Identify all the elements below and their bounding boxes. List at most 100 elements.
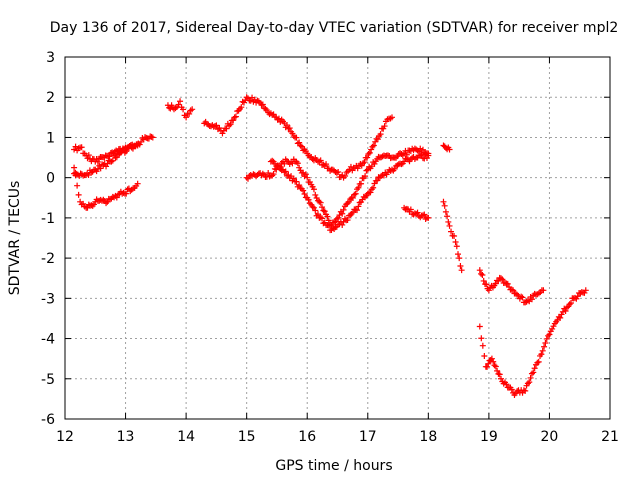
data-point-dense <box>300 187 307 194</box>
data-point <box>401 158 408 165</box>
data-point-dense <box>265 169 272 176</box>
data-point-dense <box>331 219 338 226</box>
data-point-dense <box>391 165 398 172</box>
data-point-dense <box>351 191 358 198</box>
data-point <box>540 287 547 294</box>
data-point <box>458 267 465 274</box>
data-point-dense <box>212 122 219 129</box>
data-point-dense <box>422 216 429 223</box>
y-tick-label: 2 <box>46 90 55 106</box>
data-point-dense <box>491 362 498 369</box>
data-point <box>231 114 238 121</box>
data-point <box>370 142 377 149</box>
data-point-dense <box>444 213 451 220</box>
data-point-dense <box>284 158 291 165</box>
data-point-dense <box>453 243 460 250</box>
data-point-dense <box>414 209 421 216</box>
data-point-dense <box>478 335 485 342</box>
data-point-dense <box>567 300 574 307</box>
data-point-dense <box>503 381 510 388</box>
y-tick-label: 1 <box>46 130 55 146</box>
data-point <box>401 150 408 157</box>
data-point-dense <box>347 163 354 170</box>
data-point-dense <box>290 175 297 182</box>
data-point <box>219 130 226 137</box>
data-point-dense <box>94 158 101 165</box>
data-point-dense <box>451 232 458 239</box>
data-point <box>183 114 190 121</box>
plot-frame <box>64 56 611 420</box>
data-point-dense <box>368 146 375 153</box>
data-point-dense <box>293 134 300 141</box>
data-point-dense <box>333 169 340 176</box>
data-point-dense <box>336 212 343 219</box>
data-point-dense <box>457 263 464 270</box>
data-point-dense <box>115 191 122 198</box>
data-point-dense <box>481 353 488 360</box>
data-point-dense <box>247 97 254 104</box>
series-arc-e <box>201 94 395 181</box>
data-point-dense <box>374 136 381 143</box>
data-point-dense <box>309 156 316 163</box>
data-point-dense <box>445 218 452 225</box>
data-point-dense <box>419 146 426 153</box>
x-tick-label: 17 <box>359 429 377 445</box>
data-point-dense <box>285 171 292 178</box>
data-point-dense <box>539 347 546 354</box>
data-point-dense <box>175 101 182 108</box>
data-point <box>425 214 432 221</box>
data-point-dense <box>317 214 324 221</box>
data-point-dense <box>324 213 331 220</box>
data-point-dense <box>284 122 291 129</box>
data-point-dense <box>294 160 301 167</box>
data-point <box>476 323 483 330</box>
data-point-dense <box>344 200 351 207</box>
data-point-dense <box>354 186 361 193</box>
data-point <box>352 190 359 197</box>
data-point-dense <box>492 280 499 287</box>
data-point-dense <box>492 363 499 370</box>
series-arc-j <box>440 198 465 274</box>
data-point-dense <box>333 215 340 222</box>
data-point-dense <box>478 270 485 277</box>
data-point-dense <box>123 190 130 197</box>
data-point-dense <box>103 200 110 207</box>
data-point-dense <box>74 182 81 189</box>
data-point-dense <box>538 351 545 358</box>
data-point-dense <box>485 360 492 367</box>
data-point-dense <box>456 255 463 262</box>
data-point-dense <box>347 212 354 219</box>
data-point <box>340 206 347 213</box>
data-point-dense <box>506 283 513 290</box>
data-point-dense <box>448 228 455 235</box>
data-point <box>546 331 553 338</box>
data-point-dense <box>282 168 289 175</box>
data-point-dense <box>566 301 573 308</box>
data-point-dense <box>323 161 330 168</box>
data-point-dense <box>310 186 317 193</box>
data-point-dense <box>549 325 556 332</box>
data-point-dense <box>543 335 550 342</box>
data-point-dense <box>535 358 542 365</box>
data-point-dense <box>518 293 525 300</box>
data-point-dense <box>335 214 342 221</box>
data-point <box>476 267 483 274</box>
data-point-dense <box>293 178 300 185</box>
data-point-dense <box>88 169 95 176</box>
y-tick-label: -3 <box>41 291 55 307</box>
y-tick-label: -5 <box>41 372 55 388</box>
y-tick-label: -1 <box>41 211 55 227</box>
data-point <box>134 142 141 149</box>
data-point <box>364 166 371 173</box>
data-point-dense <box>312 191 319 198</box>
series-arc-k <box>476 267 547 306</box>
data-point <box>346 166 353 173</box>
x-tick-label: 12 <box>56 429 74 445</box>
data-point-dense <box>297 142 304 149</box>
data-point-dense <box>372 138 379 145</box>
data-point-dense <box>531 365 538 372</box>
data-point-dense <box>364 154 371 161</box>
data-point <box>522 387 529 394</box>
series-arc-c <box>71 164 141 211</box>
